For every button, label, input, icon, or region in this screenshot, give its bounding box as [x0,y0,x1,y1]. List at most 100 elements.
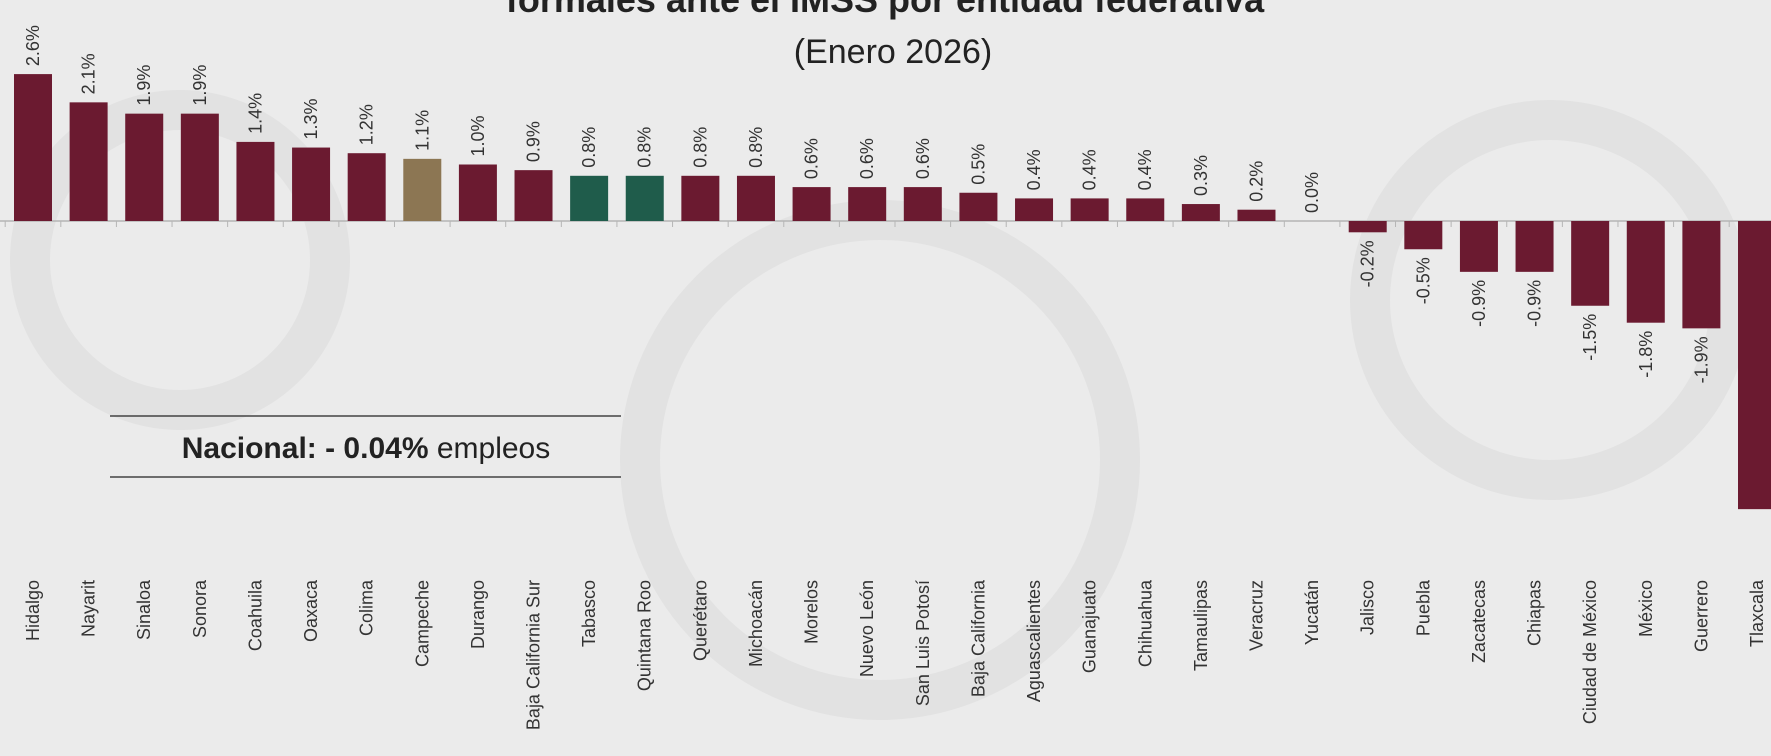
value-label: 0.9% [524,121,544,162]
value-label: -1.9% [1691,336,1711,383]
bar [514,170,553,221]
bar [69,102,108,221]
value-label: 0.4% [1135,149,1155,190]
x-tick-label: San Luis Potosí [913,580,933,706]
value-label: -1.8% [1636,331,1656,378]
bar [1237,209,1276,221]
bar [458,164,497,221]
x-tick-label: Guerrero [1691,580,1711,652]
value-label: 2.1% [79,53,99,94]
value-label: 0.3% [1191,155,1211,196]
x-tick-label: Nayarit [79,580,99,637]
bar [959,192,998,221]
x-tick-label: Chiapas [1525,580,1545,646]
x-tick-label: Tlaxcala [1747,579,1767,647]
annotation-label: Nacional: [182,432,317,465]
x-tick-label: Quintana Roo [635,580,655,691]
value-label: 1.0% [468,115,488,156]
bar [14,74,52,221]
value-label: -0.9% [1525,280,1545,327]
annotation: Nacional: - 0.04% empleos [182,432,551,465]
bar [570,175,609,221]
bar [236,141,275,221]
x-tick-label: Hidalgo [23,580,43,641]
bar [1404,221,1443,250]
chart-subtitle: (Enero 2026) [794,33,992,71]
value-label: -0.5% [1413,257,1433,304]
bar [792,187,831,221]
bar [403,158,442,221]
x-tick-label: Veracruz [1246,580,1266,651]
value-label: 1.4% [245,93,265,134]
bar [681,175,720,221]
bar [1459,221,1498,272]
bar [1738,221,1771,510]
bar [1682,221,1721,329]
bar [125,113,164,221]
value-label: 2.6% [23,25,43,66]
bar [1515,221,1554,272]
value-label: 0.8% [690,127,710,168]
bar [292,147,331,221]
value-label: 1.1% [412,110,432,151]
x-tick-label: Ciudad de México [1580,580,1600,724]
x-tick-label: Morelos [802,580,822,644]
value-label: 0.8% [746,127,766,168]
x-tick-label: Sinaloa [134,579,154,640]
bar [180,113,219,221]
plot: 2.6% Hidalgo 2.1% Nayarit 1.9% Sinaloa 1.9% Son… [0,25,1771,730]
bar [1126,198,1165,221]
x-tick-label: Nuevo León [857,580,877,677]
x-tick-label: Coahuila [245,579,265,651]
value-label: 1.3% [301,99,321,140]
x-tick-label: Oaxaca [301,579,321,642]
bar [1070,198,1109,221]
x-tick-label: Michoacán [746,580,766,667]
value-label: 0.6% [857,138,877,179]
x-tick-label: Tamaulipas [1191,580,1211,671]
bar [1181,204,1220,221]
x-tick-label: México [1636,580,1656,637]
value-label: 1.9% [190,65,210,106]
value-label: 0.6% [913,138,933,179]
x-tick-label: Tabasco [579,580,599,647]
bar [848,187,887,221]
value-label: 1.2% [357,104,377,145]
x-tick-label: Baja California [968,579,988,697]
value-label: 0.2% [1246,161,1266,202]
annotation-value: - 0.04% [325,432,428,465]
x-tick-label: Chihuahua [1135,579,1155,667]
chart-title: formales ante el IMSS por entidad federa… [506,0,1265,20]
value-label: 0.8% [635,127,655,168]
bar [625,175,664,221]
bar [347,153,386,221]
bar [1571,221,1610,306]
x-tick-label: Jalisco [1358,580,1378,635]
x-tick-label: Baja California Sur [524,580,544,730]
value-label: -0.2% [1358,240,1378,287]
bar [903,187,942,221]
bar [1015,198,1054,221]
value-label: 0.4% [1024,149,1044,190]
x-tick-label: Guanajuato [1080,580,1100,673]
value-label: 1.9% [134,65,154,106]
bar [1626,221,1665,323]
value-label: 0.5% [968,144,988,185]
x-tick-label: Aguascalientes [1024,580,1044,702]
value-label: -1.5% [1580,314,1600,361]
value-label: 0.8% [579,127,599,168]
annotation-unit: empleos [437,432,550,465]
x-tick-label: Puebla [1413,579,1433,636]
x-tick-label: Campeche [412,580,432,667]
x-tick-label: Colima [357,579,377,636]
value-label: 0.0% [1302,172,1322,213]
bar [736,175,775,221]
x-tick-label: Durango [468,580,488,649]
x-tick-label: Yucatán [1302,580,1322,645]
x-tick-label: Zacatecas [1469,580,1489,663]
value-label: -0.9% [1469,280,1489,327]
x-tick-label: Querétaro [690,580,710,661]
bar [1348,221,1387,233]
